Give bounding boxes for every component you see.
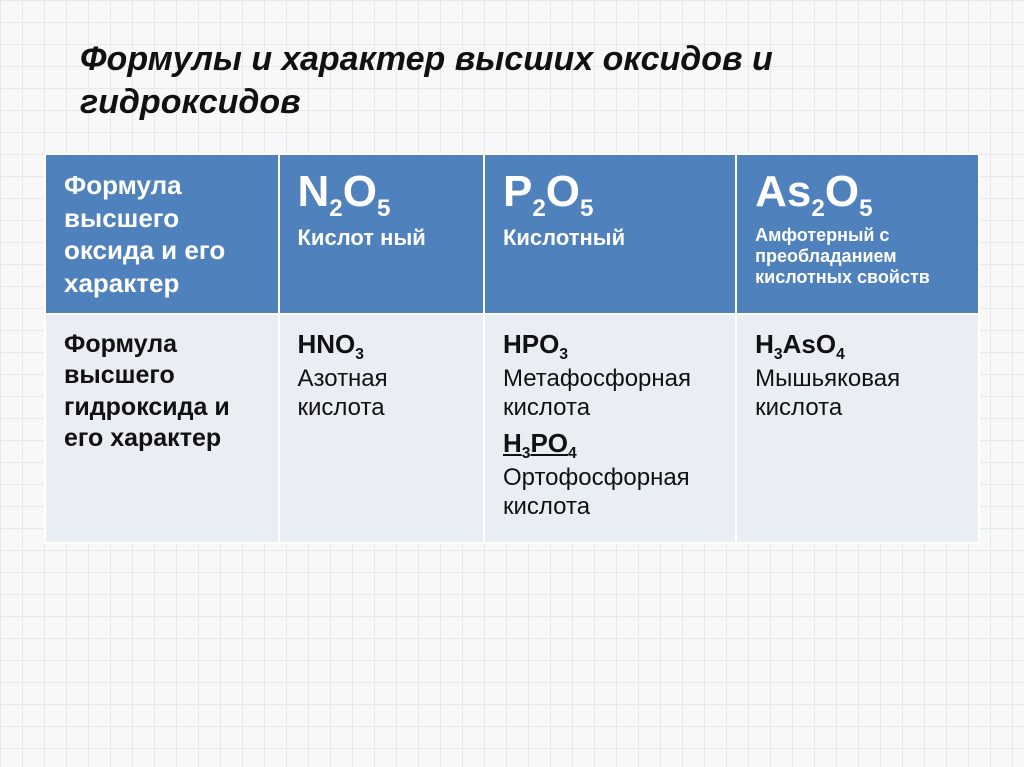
row-header-hydroxide: Формула высшего гидроксида и его характе… [45,314,279,543]
oxide-cell-n2o5: N2O5 Кислот ный [279,154,484,314]
hydroxide-name: Мышьяковая кислота [755,365,960,423]
table-row: Формула высшего оксида и его характер N2… [45,154,979,314]
oxide-character: Амфотерный с преобладанием кислотных сво… [755,225,960,287]
hydroxide-name: Ортофосфорная кислота [503,464,717,522]
oxide-formula: N2O5 [298,169,465,221]
row-header-label: Формула высшего оксида и его характер [64,169,260,299]
oxide-formula: As2O5 [755,169,960,221]
oxide-cell-as2o5: As2O5 Амфотерный с преобладанием кислотн… [736,154,979,314]
row-header-oxide: Формула высшего оксида и его характер [45,154,279,314]
oxide-cell-p2o5: P2O5 Кислотный [484,154,736,314]
hydroxide-formula: HNO3 [298,329,465,365]
oxide-character: Кислот ный [298,225,465,250]
oxide-character: Кислотный [503,225,717,250]
oxide-hydroxide-table: Формула высшего оксида и его характер N2… [44,153,980,544]
hydroxide-formula: H3AsO4 [755,329,960,365]
row-header-label: Формула высшего гидроксида и его характе… [64,329,260,454]
hydroxide-cell-hpo3-h3po4: HPO3 Метафосфорная кислота H3PO4 Ортофос… [484,314,736,543]
hydroxide-formula: HPO3 [503,329,717,365]
oxide-formula: P2O5 [503,169,717,221]
hydroxide-cell-h3aso4: H3AsO4 Мышьяковая кислота [736,314,979,543]
table-row: Формула высшего гидроксида и его характе… [45,314,979,543]
slide-title: Формулы и характер высших оксидов и гидр… [44,38,980,123]
hydroxide-name: Азотная кислота [298,365,465,423]
hydroxide-name: Метафосфорная кислота [503,365,717,423]
hydroxide-formula: H3PO4 [503,428,717,464]
hydroxide-cell-hno3: HNO3 Азотная кислота [279,314,484,543]
